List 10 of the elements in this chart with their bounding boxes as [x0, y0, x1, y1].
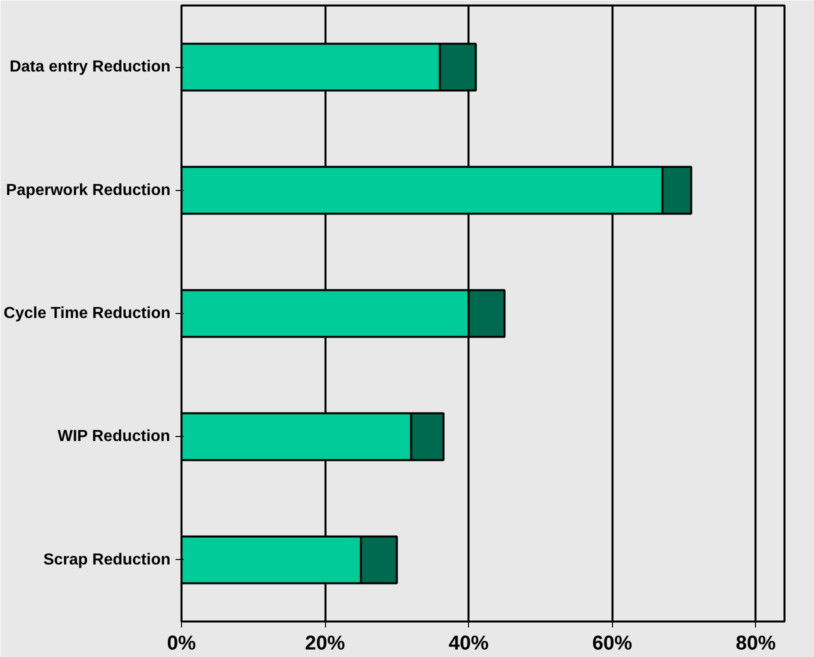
y-tick-label: WIP Reduction: [58, 428, 170, 446]
x-tick-label: 20%: [305, 632, 346, 654]
x-tick-label: 40%: [448, 632, 489, 654]
x-tick-label: 0%: [167, 632, 196, 654]
y-tick-label: Cycle Time Reduction: [4, 305, 170, 322]
y-tick-label: Data entry Reduction: [10, 58, 171, 76]
x-tick-label: 60%: [592, 632, 632, 654]
x-tick-label: 80%: [736, 632, 776, 654]
y-tick-label: Scrap Reduction: [43, 551, 171, 568]
y-tick-label: Paperwork Reduction: [6, 182, 171, 199]
